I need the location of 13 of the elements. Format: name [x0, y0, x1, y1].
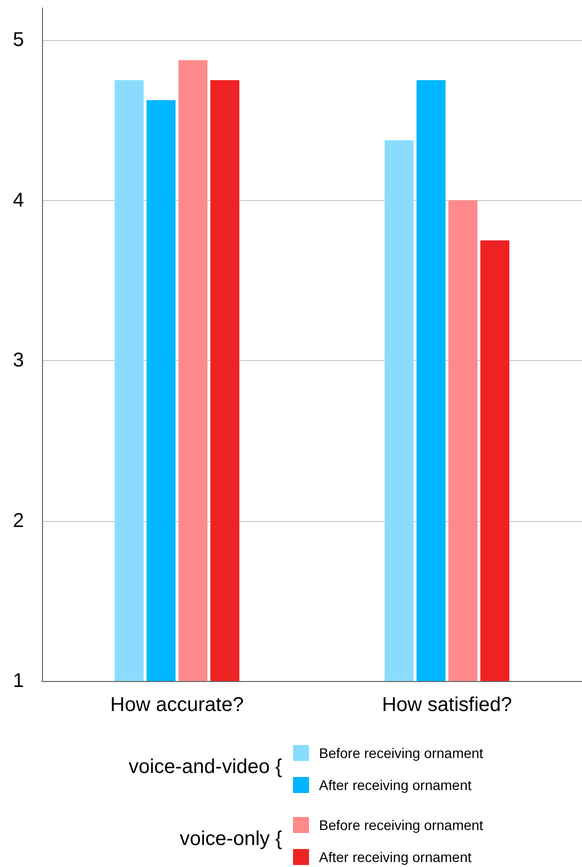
text: voice-and-video { — [128, 756, 282, 778]
legend-label: After receiving ornament — [319, 777, 472, 793]
y-tick-label: 4 — [12, 189, 24, 212]
legend-label: Before receiving ornament — [319, 745, 484, 761]
y-tick-label: 2 — [12, 510, 24, 532]
legend-label: Before receiving ornament — [319, 817, 484, 833]
x-tick-label: How accurate? — [110, 694, 244, 716]
x-tick-label: How satisfied? — [382, 694, 512, 716]
text: voice-only { — [180, 828, 282, 850]
legend-label: After receiving ornament — [319, 849, 472, 865]
y-tick-label: 5 — [12, 29, 24, 52]
y-tick-label: 1 — [12, 670, 24, 692]
y-tick-label: 3 — [12, 350, 24, 372]
